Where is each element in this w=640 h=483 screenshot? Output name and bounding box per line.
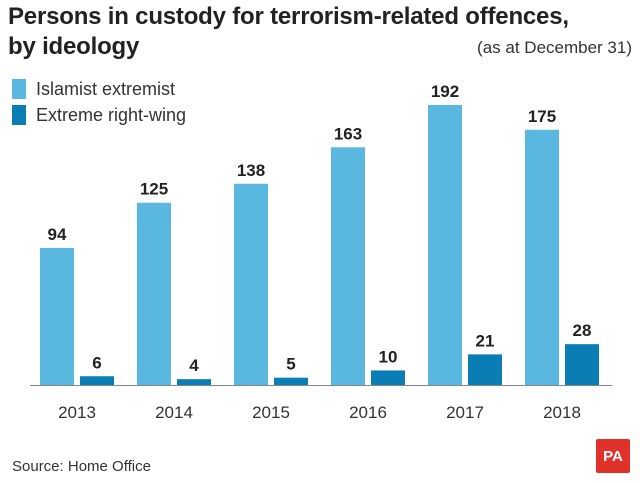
legend-swatch-islamist — [12, 79, 26, 99]
data-label-right-wing-2018: 28 — [573, 321, 592, 340]
legend-label-islamist: Islamist extremist — [36, 78, 176, 99]
x-tick-label-2014: 2014 — [155, 403, 193, 422]
bar-right-wing-2014 — [177, 379, 211, 385]
data-label-islamist-2013: 94 — [48, 225, 67, 244]
bar-islamist-2014 — [137, 202, 171, 385]
bar-right-wing-2015 — [274, 377, 308, 385]
legend-item-right-wing: Extreme right-wing — [12, 102, 186, 128]
legend-label-right-wing: Extreme right-wing — [36, 104, 187, 125]
chart-title: Persons in custody for terrorism-related… — [8, 2, 569, 62]
data-label-right-wing-2017: 21 — [476, 331, 495, 350]
data-label-islamist-2016: 163 — [334, 124, 362, 143]
bar-right-wing-2018 — [565, 344, 599, 385]
bar-right-wing-2016 — [371, 370, 405, 385]
x-tick-label-2013: 2013 — [58, 403, 96, 422]
bar-islamist-2015 — [234, 183, 268, 385]
data-label-right-wing-2014: 4 — [189, 356, 199, 375]
data-label-right-wing-2015: 5 — [286, 355, 295, 374]
legend-item-islamist: Islamist extremist — [12, 76, 186, 102]
bar-islamist-2016 — [331, 147, 365, 385]
chart-subtitle: (as at December 31) — [477, 38, 632, 57]
data-label-islamist-2015: 138 — [237, 161, 265, 180]
data-label-right-wing-2016: 10 — [379, 347, 398, 366]
bar-right-wing-2013 — [80, 376, 114, 385]
legend: Islamist extremist Extreme right-wing — [12, 76, 186, 128]
bar-islamist-2013 — [40, 247, 74, 385]
chart-title-line-1: Persons in custody for terrorism-related… — [8, 3, 569, 30]
x-tick-label-2017: 2017 — [446, 403, 484, 422]
chart-title-line-2: by ideology — [8, 33, 140, 60]
x-tick-label-2018: 2018 — [543, 403, 581, 422]
bar-right-wing-2017 — [468, 354, 502, 385]
x-tick-label-2016: 2016 — [349, 403, 387, 422]
legend-swatch-right-wing — [12, 105, 26, 125]
source-note: Source: Home Office — [12, 458, 151, 475]
data-label-islamist-2017: 192 — [431, 82, 459, 101]
bar-islamist-2018 — [525, 129, 559, 385]
data-label-right-wing-2013: 6 — [92, 353, 101, 372]
data-label-islamist-2018: 175 — [528, 107, 556, 126]
x-tick-label-2015: 2015 — [252, 403, 290, 422]
bar-islamist-2017 — [428, 105, 462, 385]
pa-logo: PA — [596, 439, 630, 473]
data-label-islamist-2014: 125 — [140, 180, 168, 199]
